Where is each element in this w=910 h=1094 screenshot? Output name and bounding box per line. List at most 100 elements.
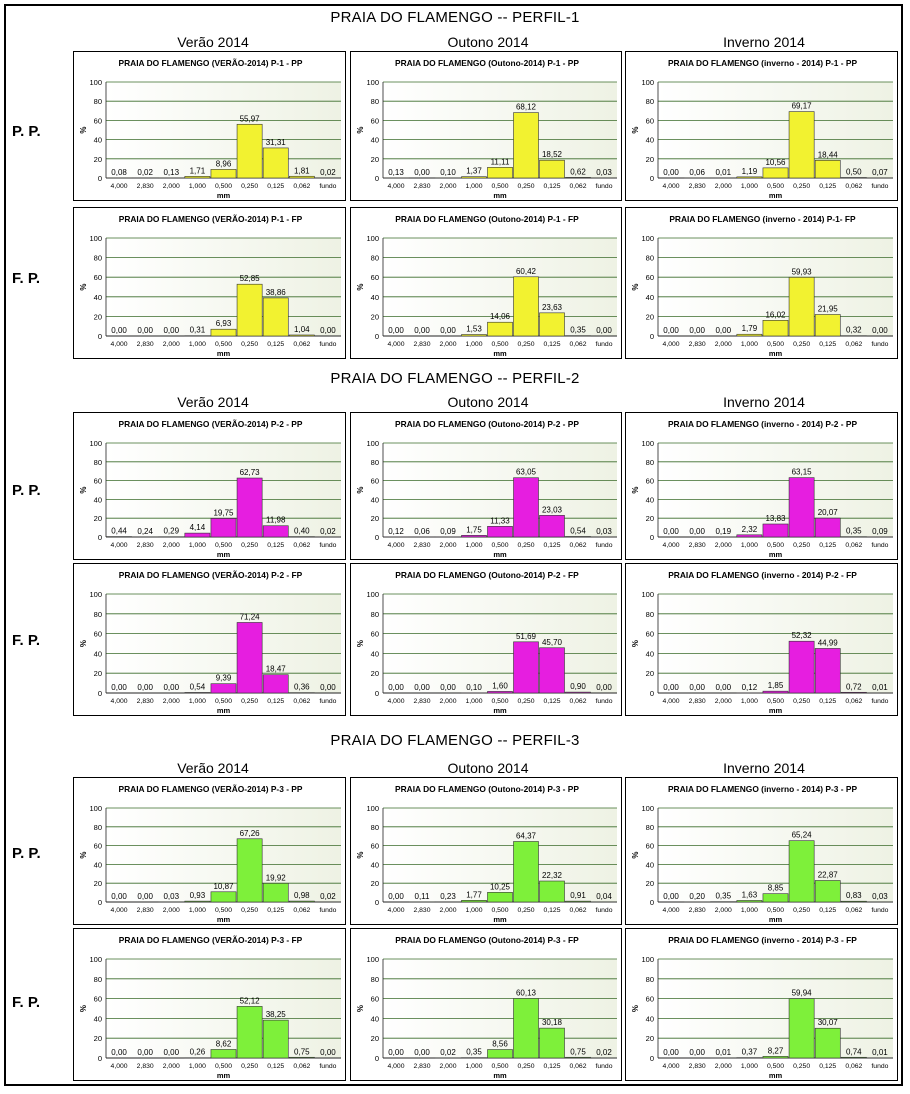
bar (236, 1006, 263, 1059)
y-tick-label: 0 (650, 898, 654, 907)
chart-title: PRAIA DO FLAMENGO (inverno - 2014) P-3 -… (668, 784, 857, 794)
data-label: 60,42 (516, 267, 537, 276)
x-tick-label: 4,000 (387, 183, 404, 190)
data-label: 31,31 (266, 138, 287, 147)
data-label: 0,93 (190, 891, 206, 900)
x-tick-label: 4,000 (663, 542, 680, 549)
y-tick-label: 60 (371, 630, 379, 639)
x-tick-label: 2,830 (413, 907, 430, 914)
data-label: 1,71 (190, 166, 206, 175)
x-tick-label: 0,125 (267, 341, 284, 348)
bar (184, 176, 211, 179)
bar-chart: PRAIA DO FLAMENGO (inverno - 2014) P-3 -… (631, 935, 893, 1080)
x-tick-label: 2,830 (137, 341, 154, 348)
bar (288, 334, 315, 337)
chart-title: PRAIA DO FLAMENGO (VERÃO-2014) P-3 - FP (119, 935, 303, 945)
y-tick-label: 60 (94, 842, 102, 851)
bar (788, 111, 815, 179)
data-label: 0,19 (715, 527, 731, 536)
bar (814, 1027, 841, 1059)
data-label: 59,94 (792, 989, 813, 998)
x-tick-label: 4,000 (111, 183, 128, 190)
data-label: 68,12 (516, 103, 537, 112)
data-label: 0,13 (388, 168, 404, 177)
y-tick-label: 100 (366, 234, 379, 243)
x-tick-label: 4,000 (663, 1063, 680, 1070)
bar (487, 321, 513, 337)
data-label: 0,00 (715, 326, 731, 335)
season-inverno: Inverno 2014 (723, 760, 805, 776)
data-label: 63,15 (792, 468, 813, 477)
data-label: 67,26 (240, 829, 261, 838)
y-tick-label: 0 (375, 898, 379, 907)
x-axis-label: mm (217, 1071, 231, 1080)
y-tick-label: 80 (371, 254, 379, 263)
x-tick-label: 1,000 (741, 341, 758, 348)
bar (513, 112, 539, 179)
data-label: 0,83 (846, 891, 862, 900)
bar (487, 526, 513, 538)
x-axis-label: mm (769, 915, 783, 924)
x-tick-label: 4,000 (387, 341, 404, 348)
x-tick-label: 0,125 (819, 542, 836, 549)
x-axis-label: mm (493, 349, 507, 358)
y-tick-label: 20 (646, 514, 654, 523)
data-label: 0,00 (320, 326, 336, 335)
x-tick-label: 2,830 (413, 698, 430, 705)
y-tick-label: 0 (650, 174, 654, 183)
data-label: 18,44 (818, 150, 839, 159)
x-tick-label: 4,000 (663, 907, 680, 914)
bar (288, 1056, 315, 1059)
x-tick-label: 0,125 (543, 341, 560, 348)
data-label: 0,00 (414, 683, 430, 692)
x-tick-label: 0,250 (241, 698, 258, 705)
data-label: 0,36 (294, 683, 310, 692)
plot-area (383, 808, 617, 902)
x-tick-label: 2,000 (715, 183, 732, 190)
y-tick-label: 0 (98, 1054, 102, 1063)
x-tick-label: 0,062 (845, 698, 862, 705)
bar (539, 312, 565, 337)
x-tick-label: 2,830 (689, 341, 706, 348)
x-tick-label: 0,062 (293, 1063, 310, 1070)
y-tick-label: 100 (641, 804, 654, 813)
y-tick-label: 0 (650, 332, 654, 341)
bar (487, 1049, 513, 1059)
plot-area (383, 443, 617, 537)
bar (513, 276, 539, 337)
x-tick-label: 4,000 (111, 1063, 128, 1070)
bar (461, 900, 487, 903)
x-tick-label: fundo (871, 183, 888, 190)
y-tick-label: 20 (94, 514, 102, 523)
bar (736, 333, 763, 337)
y-tick-label: 20 (371, 155, 379, 164)
y-tick-label: 0 (375, 689, 379, 698)
bar-chart: PRAIA DO FLAMENGO (VERÃO-2014) P-3 - PP 0… (79, 784, 341, 924)
x-tick-label: 0,062 (293, 341, 310, 348)
x-tick-label: 0,062 (293, 183, 310, 190)
plot-area (106, 82, 341, 178)
chart-title: PRAIA DO FLAMENGO (inverno - 2014) P-2 -… (668, 570, 857, 580)
x-axis-label: mm (217, 550, 231, 559)
y-tick-label: 0 (375, 174, 379, 183)
y-tick-label: 0 (650, 689, 654, 698)
y-axis-label: % (356, 126, 365, 133)
x-axis-label: mm (493, 1071, 507, 1080)
season-verao: Verão 2014 (177, 34, 249, 50)
data-label: 0,00 (663, 527, 679, 536)
x-tick-label: 0,062 (845, 542, 862, 549)
x-tick-label: 1,000 (465, 183, 482, 190)
bar (262, 674, 289, 694)
bar (210, 328, 237, 337)
x-tick-label: 0,062 (845, 183, 862, 190)
y-tick-label: 40 (646, 136, 654, 145)
chart-panel: PRAIA DO FLAMENGO (Outono-2014) P-2 - FP… (350, 563, 622, 716)
x-tick-label: 2,830 (137, 183, 154, 190)
chart-title: PRAIA DO FLAMENGO (Outono-2014) P-2 - FP (395, 570, 579, 580)
chart-title: PRAIA DO FLAMENGO (Outono-2014) P-1 - PP (395, 58, 579, 68)
y-tick-label: 40 (371, 860, 379, 869)
data-label: 0,75 (294, 1047, 310, 1056)
data-label: 11,98 (266, 516, 286, 525)
data-label: 0,00 (137, 326, 153, 335)
bar-chart: PRAIA DO FLAMENGO (inverno - 2014) P-1 -… (631, 58, 893, 200)
